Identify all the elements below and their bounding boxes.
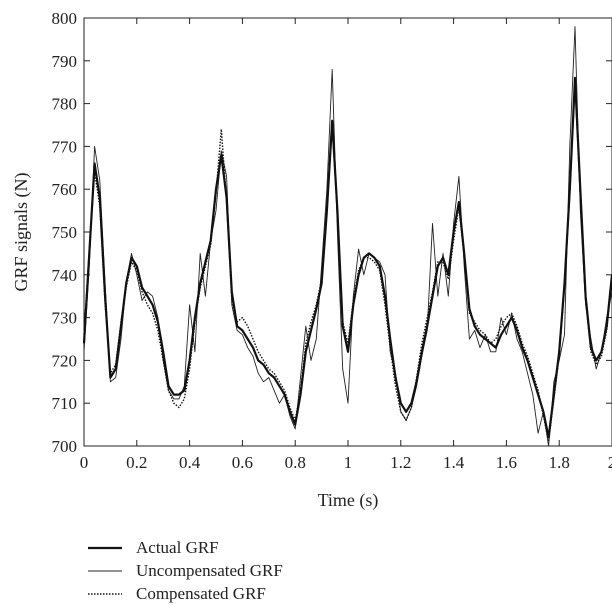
y-tick-label: 760 [52, 180, 78, 199]
legend-label-compensated: Compensated GRF [136, 583, 266, 603]
x-tick-label: 0.4 [179, 453, 201, 472]
legend-item-actual: Actual GRF [88, 536, 283, 559]
legend-swatch-compensated [88, 592, 122, 595]
y-axis-label: GRF signals (N) [11, 172, 32, 291]
y-tick-label: 710 [52, 394, 78, 413]
y-tick-label: 790 [52, 52, 78, 71]
series-line-actual-grf [82, 76, 612, 439]
plot-frame [83, 17, 612, 447]
x-tick-label: 1.8 [549, 453, 570, 472]
x-tick-label: 1.6 [496, 453, 517, 472]
y-tick-label: 740 [52, 266, 78, 285]
x-tick-label: 1.4 [443, 453, 465, 472]
series-line-compensated-grf [83, 81, 612, 443]
legend-item-uncompensated: Uncompensated GRF [88, 559, 283, 582]
y-tick-label: 720 [52, 351, 78, 370]
y-tick-label: 770 [52, 137, 78, 156]
x-axis-ticks: 0 0.2 0.4 0.6 0.8 1 1.2 1.4 1.6 1.8 2 [80, 18, 612, 472]
x-tick-label: 1.2 [390, 453, 411, 472]
legend: Actual GRF Uncompensated GRF Compensated… [88, 536, 283, 605]
y-tick-label: 750 [52, 223, 78, 242]
x-tick-label: 0.8 [285, 453, 306, 472]
legend-item-compensated: Compensated GRF [88, 582, 283, 605]
y-tick-label: 700 [52, 437, 78, 456]
legend-swatch-actual [88, 546, 122, 549]
y-tick-label: 800 [52, 9, 78, 28]
x-tick-label: 0.2 [126, 453, 147, 472]
x-tick-label: 0 [80, 453, 89, 472]
x-tick-label: 1 [344, 453, 353, 472]
legend-label-uncompensated: Uncompensated GRF [136, 560, 283, 580]
series-lines [82, 26, 612, 447]
legend-label-actual: Actual GRF [136, 537, 219, 557]
legend-swatch-uncompensated [88, 570, 122, 571]
x-axis-label: Time (s) [318, 490, 379, 511]
series-line-uncompensated-grf [83, 26, 612, 447]
y-tick-label: 730 [52, 309, 78, 328]
y-tick-label: 780 [52, 95, 78, 114]
x-tick-label: 0.6 [232, 453, 253, 472]
x-tick-label: 2 [608, 453, 612, 472]
y-axis-ticks: 700 710 720 730 740 750 760 770 780 790 800 [52, 9, 612, 456]
